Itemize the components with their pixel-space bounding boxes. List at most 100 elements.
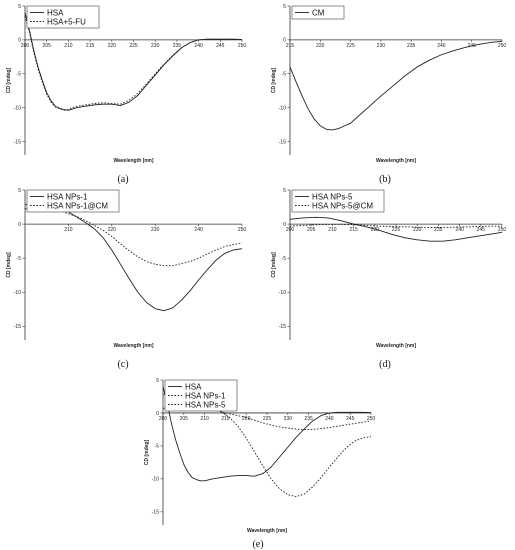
y-tick-label: -10 xyxy=(279,290,286,296)
y-tick-label: -15 xyxy=(279,139,286,145)
y-tick-label: -5 xyxy=(155,444,160,450)
x-tick-label: 240 xyxy=(437,43,446,49)
x-tick-label: 245 xyxy=(346,416,355,422)
y-tick-label: 5 xyxy=(283,4,286,10)
x-tick-label: 225 xyxy=(346,43,355,49)
x-tick-label: 240 xyxy=(325,416,334,422)
x-tick-label: 250 xyxy=(498,227,507,233)
y-axis-label: CD [mdeg] xyxy=(271,252,277,278)
series-line-1 xyxy=(24,12,243,111)
legend-box xyxy=(26,5,100,29)
legend-box xyxy=(26,189,120,213)
x-tick-label: 230 xyxy=(377,43,386,49)
x-tick-label: 240 xyxy=(194,43,203,49)
y-tick-label: -15 xyxy=(14,324,21,330)
x-tick-label: 205 xyxy=(43,43,52,49)
x-tick-label: 250 xyxy=(238,227,247,233)
y-tick-label: -5 xyxy=(282,72,287,78)
x-axis-label: Wavelength [nm] xyxy=(113,343,153,349)
y-tick-label: 0 xyxy=(283,222,286,228)
x-tick-label: 235 xyxy=(304,416,313,422)
x-axis-label: Wavelength [nm] xyxy=(376,343,416,349)
series-line-2 xyxy=(289,223,502,228)
y-axis-label: CD [mdeg] xyxy=(144,440,150,466)
y-axis-label: CD [mdeg] xyxy=(271,68,277,94)
legend: CM xyxy=(291,5,345,20)
y-tick-label: 0 xyxy=(18,38,21,44)
x-axis-label: Wavelength [nm] xyxy=(113,158,153,164)
panel-label: (a) xyxy=(117,174,128,185)
x-tick-label: 210 xyxy=(328,227,337,233)
y-tick-label: 5 xyxy=(18,4,21,10)
x-tick-label: 210 xyxy=(200,416,209,422)
x-tick-label: 200 xyxy=(159,416,168,422)
x-tick-label: 215 xyxy=(86,43,95,49)
x-axis-label: Wavelength [nm] xyxy=(376,158,416,164)
series-line-1 xyxy=(289,40,503,131)
x-tick-label: 210 xyxy=(64,227,73,233)
y-axis-label: CD [mdeg] xyxy=(6,68,12,94)
legend-label: HSA NPs-5 xyxy=(185,400,226,409)
x-tick-label: 215 xyxy=(349,227,358,233)
y-tick-label: 5 xyxy=(283,188,286,194)
x-tick-label: 220 xyxy=(108,43,117,49)
x-tick-label: 220 xyxy=(371,227,380,233)
y-tick-label: -10 xyxy=(279,105,286,111)
y-tick-label: 0 xyxy=(156,411,159,417)
chart-panel-1: 5 0 -5 -10 -15 200 205 210 215 220 225 230 235 240 245… xyxy=(6,4,246,185)
legend-label: HSA NPs-1@CM xyxy=(47,201,108,210)
x-tick-label: 200 xyxy=(286,227,295,233)
x-tick-label: 220 xyxy=(316,43,325,49)
y-tick-label: -15 xyxy=(279,324,286,330)
series-line-2 xyxy=(24,205,243,267)
x-tick-label: 235 xyxy=(407,43,416,49)
legend-box xyxy=(291,5,345,20)
y-tick-label: 5 xyxy=(156,378,159,384)
x-tick-label: 225 xyxy=(263,416,272,422)
panel-label: (c) xyxy=(117,359,128,370)
x-tick-label: 235 xyxy=(434,227,443,233)
legend-label: HSA xyxy=(47,8,64,17)
panel-label: (b) xyxy=(379,174,391,185)
x-tick-label: 210 xyxy=(64,43,73,49)
legend-box xyxy=(164,379,238,412)
y-tick-label: -10 xyxy=(152,477,159,483)
series-line-1 xyxy=(24,200,243,312)
x-tick-label: 250 xyxy=(498,43,507,49)
x-tick-label: 205 xyxy=(180,416,189,422)
y-tick-label: -15 xyxy=(14,139,21,145)
series-line-1 xyxy=(162,386,372,482)
chart-panel-4: 5 0 -5 -10 -15 200 205 210 215 220 225 230 235 240 245… xyxy=(271,188,506,370)
legend-box xyxy=(291,189,385,213)
legend-label: HSA NPs-1 xyxy=(185,391,226,400)
panel-label: (d) xyxy=(379,359,391,370)
y-tick-label: -5 xyxy=(17,72,22,78)
x-tick-label: 245 xyxy=(477,227,486,233)
x-tick-label: 230 xyxy=(413,227,422,233)
x-tick-label: 245 xyxy=(216,43,225,49)
x-tick-label: 225 xyxy=(392,227,401,233)
legend-label: HSA xyxy=(185,382,202,391)
x-tick-label: 200 xyxy=(21,43,30,49)
x-tick-label: 205 xyxy=(307,227,316,233)
series-line-2 xyxy=(24,16,243,111)
legend-label: HSA+5-FU xyxy=(47,17,86,26)
x-tick-label: 230 xyxy=(284,416,293,422)
y-axis-label: CD [mdeg] xyxy=(6,252,12,278)
y-tick-label: 5 xyxy=(18,188,21,194)
x-tick-label: 230 xyxy=(151,43,160,49)
y-tick-label: 0 xyxy=(18,222,21,228)
x-axis-label: Wavelength [nm] xyxy=(247,528,287,534)
x-tick-label: 220 xyxy=(108,227,117,233)
y-tick-label: 0 xyxy=(283,38,286,44)
x-tick-label: 240 xyxy=(455,227,464,233)
panel-label: (e) xyxy=(252,539,263,550)
y-tick-label: -5 xyxy=(17,256,22,262)
x-tick-label: 220 xyxy=(242,416,251,422)
